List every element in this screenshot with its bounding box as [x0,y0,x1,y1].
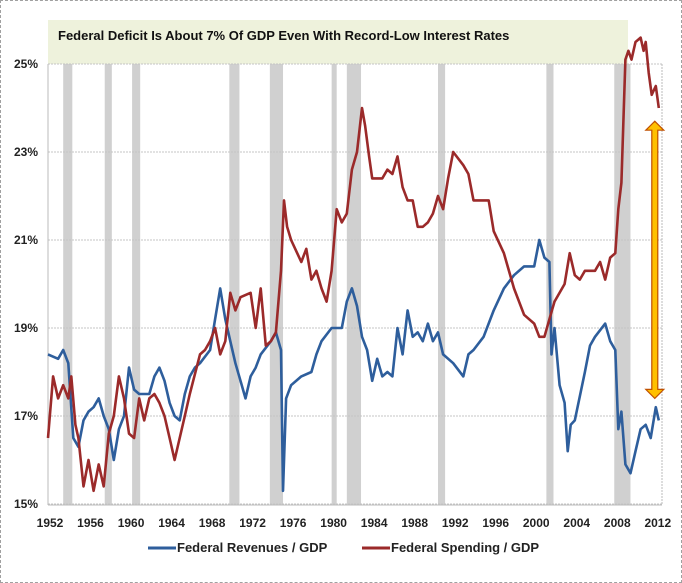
recession-band [132,64,141,505]
x-tick-label: 2012 [644,516,671,530]
x-tick-label: 1988 [401,516,428,530]
annotations [644,120,666,400]
x-tick-label: 1992 [442,516,469,530]
legend-item-spending: Federal Spending / GDP [362,540,539,555]
x-tick-label: 1968 [199,516,226,530]
x-tick-label: 1964 [158,516,185,530]
y-tick-label: 21% [14,233,38,247]
recession-band [63,64,73,505]
y-tick-label: 25% [14,57,38,71]
axes: 15% 17% 19% 21% 23% 25% 1952 1956 1960 1964 1968 19… [14,57,672,530]
x-tick-label: 1976 [280,516,307,530]
legend-item-revenues: Federal Revenues / GDP [148,540,328,555]
recession-band [229,64,240,505]
title-box [48,20,628,64]
series-line-spending [46,36,661,493]
x-tick-label: 1956 [77,516,104,530]
x-tick-label: 2004 [563,516,590,530]
x-tick-label: 2000 [523,516,550,530]
x-tick-label: 1952 [37,516,64,530]
x-tick-label: 2008 [604,516,631,530]
double-arrow-shape [644,120,666,400]
deficit-double-arrow [644,120,666,400]
recession-band [438,64,446,505]
legend-label-revenues: Federal Revenues / GDP [177,540,328,555]
recession-band [331,64,337,505]
legend-label-spending: Federal Spending / GDP [391,540,539,555]
x-tick-label: 1984 [361,516,388,530]
y-tick-label: 19% [14,321,38,335]
chart-title: Federal Deficit Is About 7% Of GDP Even … [58,28,509,43]
series-lines [46,36,661,493]
recession-band [269,64,284,505]
x-tick-label: 1996 [482,516,509,530]
y-tick-label: 23% [14,145,38,159]
recession-band [614,64,631,505]
x-tick-label: 1972 [239,516,266,530]
y-tick-label: 15% [14,497,38,511]
title-box-group: Federal Deficit Is About 7% Of GDP Even … [48,20,628,64]
legend: Federal Revenues / GDP Federal Spending … [148,540,539,555]
x-tick-label: 1980 [320,516,347,530]
y-tick-label: 17% [14,409,38,423]
recession-band [104,64,112,505]
x-tick-label: 1960 [118,516,145,530]
series-line-revenues [47,238,661,493]
gridlines [48,63,662,505]
recession-bands [63,64,631,505]
